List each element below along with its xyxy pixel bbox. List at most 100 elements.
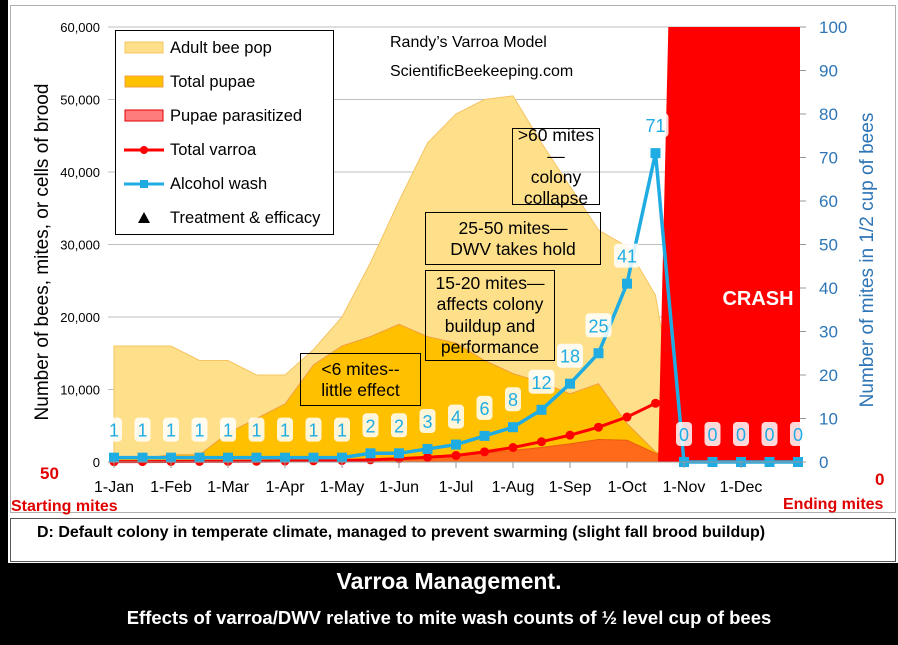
credit-model: Randy’s Varroa Model bbox=[390, 34, 547, 51]
total-varroa-point bbox=[451, 450, 461, 460]
caption-box bbox=[10, 518, 896, 562]
wash-label-bg bbox=[163, 417, 179, 442]
right-tick-label: 50 bbox=[819, 236, 838, 255]
right-tick-label: 10 bbox=[819, 410, 838, 429]
wash-label-bg bbox=[305, 417, 322, 442]
wash-label-bg bbox=[248, 417, 265, 442]
legend: Adult bee pop Total pupae Pupae parasiti… bbox=[115, 30, 334, 235]
total-varroa-point bbox=[594, 422, 603, 432]
wash-value-label: 2 bbox=[365, 416, 375, 436]
wash-label-bg bbox=[704, 422, 721, 446]
legend-item-pupae-parasitized: Pupae parasitized bbox=[124, 104, 302, 128]
legend-label: Adult bee pop bbox=[170, 38, 272, 57]
alcohol-wash-point bbox=[137, 452, 148, 463]
annotation-line: <6 mites-- bbox=[321, 358, 400, 379]
x-tick-label: 1-Nov bbox=[663, 479, 706, 496]
starting-mites-label: Starting mites bbox=[11, 498, 118, 515]
red-line-dot-icon bbox=[124, 146, 164, 154]
alcohol-wash-point bbox=[223, 452, 233, 463]
banner-title: Varroa Management. bbox=[336, 568, 562, 594]
alcohol-wash-point bbox=[479, 430, 490, 441]
total-pupae-swatch bbox=[124, 75, 164, 88]
wash-value-label: 1 bbox=[109, 421, 119, 441]
wash-value-label: 1 bbox=[223, 421, 233, 441]
x-tick-label: 1-Apr bbox=[265, 479, 305, 496]
wash-label-bg bbox=[642, 113, 669, 138]
left-tick-label: 0 bbox=[93, 455, 100, 470]
total-varroa-point bbox=[651, 398, 660, 408]
right-tick-label: 20 bbox=[819, 366, 838, 385]
wash-label-bg bbox=[585, 313, 612, 338]
wash-value-label: 1 bbox=[280, 421, 290, 441]
wash-value-label: 1 bbox=[251, 421, 261, 441]
legend-label: Pupae parasitized bbox=[170, 106, 303, 125]
wash-label-bg bbox=[614, 243, 640, 268]
annotation-line: little effect bbox=[321, 379, 400, 400]
annotation-little-effect: <6 mites-- little effect bbox=[300, 353, 421, 406]
left-tick-label: 60,000 bbox=[60, 20, 100, 35]
left-tick-label: 50,000 bbox=[60, 93, 100, 108]
legend-item-alcohol-wash: Alcohol wash bbox=[124, 172, 267, 196]
wash-label-bg bbox=[557, 343, 583, 368]
axes: 010,00020,00030,00040,00050,00060,000010… bbox=[60, 18, 847, 496]
wash-value-label: 0 bbox=[679, 425, 689, 445]
wash-value-label: 25 bbox=[588, 316, 608, 336]
right-tick-label: 40 bbox=[819, 279, 838, 298]
right-tick-label: 100 bbox=[819, 18, 847, 37]
x-tick-label: 1-Jul bbox=[439, 479, 474, 496]
wash-value-label: 6 bbox=[479, 399, 489, 419]
scenario-caption: D: Default colony in temperate climate, … bbox=[37, 524, 766, 541]
wash-label-bg bbox=[362, 413, 379, 438]
wash-label-bg bbox=[391, 413, 407, 438]
annotation-dwv: 25-50 mites— DWV takes hold bbox=[425, 212, 601, 265]
wash-value-label: 0 bbox=[707, 425, 717, 445]
left-black-strip bbox=[0, 0, 8, 563]
wash-value-label: 1 bbox=[337, 421, 347, 441]
alcohol-wash-point bbox=[508, 422, 518, 433]
x-tick-label: 1-Feb bbox=[150, 479, 192, 496]
legend-item-treatment: Treatment & efficacy bbox=[124, 206, 320, 230]
wash-label-bg bbox=[220, 417, 236, 442]
x-tick-label: 1-Jun bbox=[379, 479, 419, 496]
annotation-line: affects colony bbox=[436, 294, 544, 314]
annotation-line: colony bbox=[530, 166, 582, 187]
total-varroa-point bbox=[622, 412, 632, 422]
alcohol-wash-point bbox=[365, 448, 376, 459]
annotation-line: >60 mites— bbox=[517, 124, 595, 166]
legend-label: Total varroa bbox=[170, 140, 257, 159]
starting-mites-value: 50 bbox=[40, 464, 59, 483]
wash-value-label: 41 bbox=[617, 247, 637, 267]
wash-value-label: 1 bbox=[166, 421, 176, 441]
ending-mites-value: 0 bbox=[875, 470, 885, 489]
wash-value-label: 0 bbox=[793, 425, 803, 445]
alcohol-wash-point bbox=[593, 348, 604, 359]
alcohol-wash-point bbox=[650, 148, 661, 159]
wash-label-bg bbox=[448, 404, 464, 429]
right-tick-label: 30 bbox=[819, 323, 838, 342]
wash-label-bg bbox=[676, 422, 692, 446]
wash-label-bg bbox=[106, 417, 122, 442]
wash-label-bg bbox=[528, 369, 555, 394]
legend-label: Total pupae bbox=[170, 72, 256, 91]
alcohol-wash-point bbox=[422, 443, 433, 454]
crash-label: CRASH bbox=[722, 288, 793, 310]
wash-value-label: 2 bbox=[394, 416, 404, 436]
wash-label-bg bbox=[419, 408, 436, 433]
wash-label-bg bbox=[505, 387, 521, 412]
alcohol-wash-point bbox=[194, 452, 205, 463]
x-tick-label: 1-Oct bbox=[607, 479, 647, 496]
wash-label-bg bbox=[790, 422, 806, 446]
wash-label-bg bbox=[334, 417, 350, 442]
alcohol-wash-point bbox=[166, 452, 176, 463]
alcohol-wash-point bbox=[280, 452, 290, 463]
alcohol-wash-point bbox=[109, 452, 119, 463]
wash-value-label: 1 bbox=[308, 421, 318, 441]
x-tick-label: 1-May bbox=[320, 479, 364, 496]
alcohol-wash-point bbox=[451, 439, 461, 450]
left-tick-label: 40,000 bbox=[60, 165, 100, 180]
legend-label: Alcohol wash bbox=[170, 174, 268, 193]
wash-label-bg bbox=[733, 422, 749, 446]
left-tick-label: 20,000 bbox=[60, 310, 100, 325]
